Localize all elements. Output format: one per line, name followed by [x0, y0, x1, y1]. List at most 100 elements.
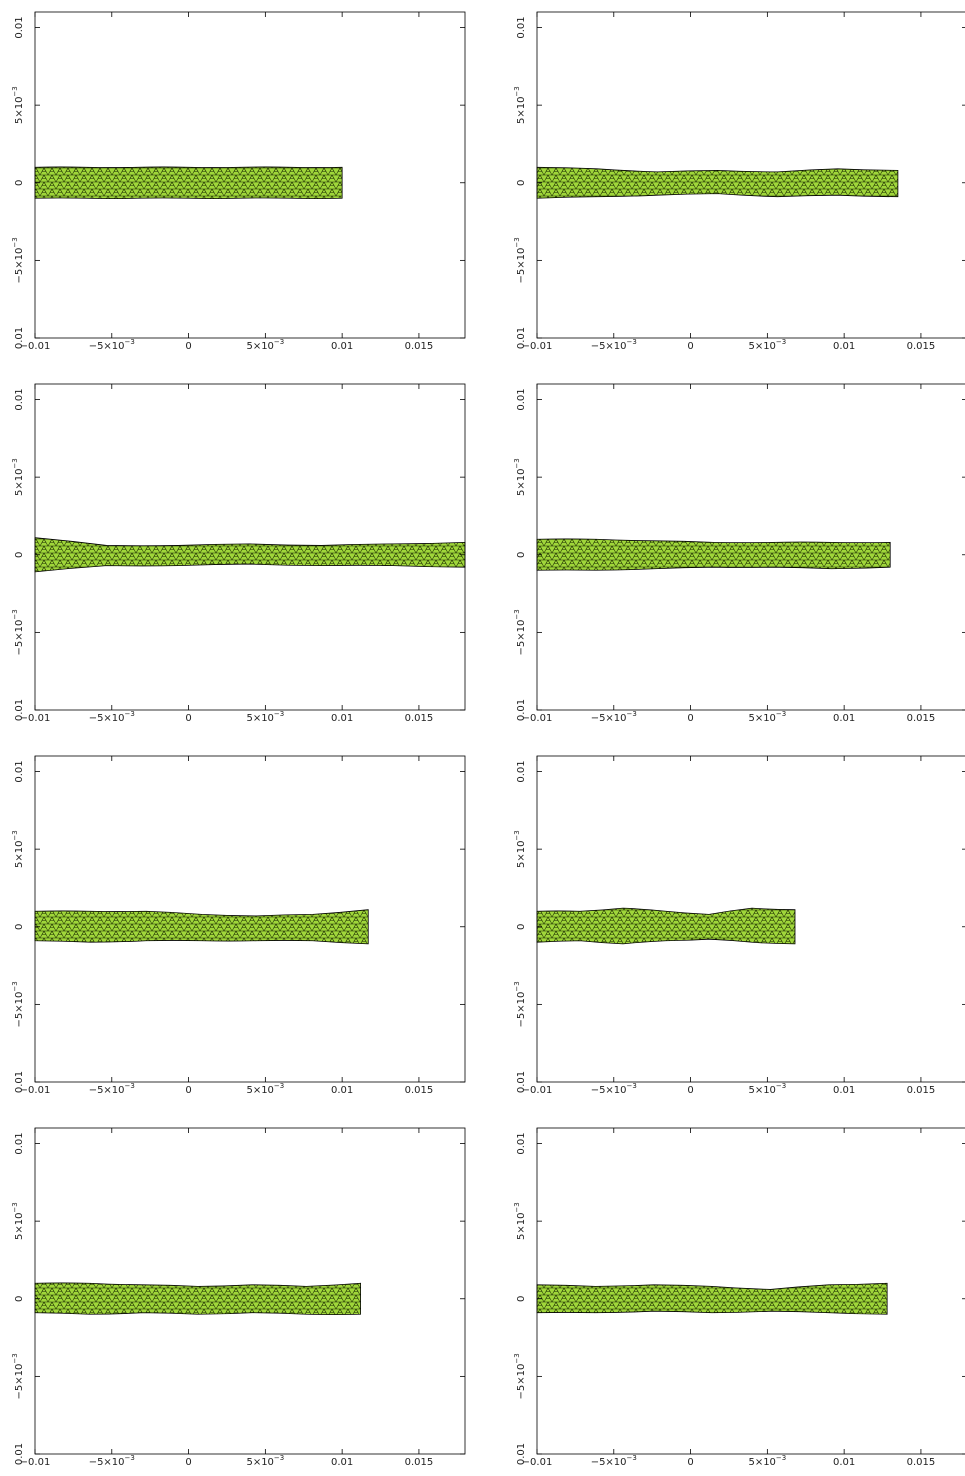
x-tick-label: −5×10−3 — [591, 338, 637, 352]
x-tick-label: 0 — [185, 1457, 191, 1468]
x-tick-label: 0.015 — [405, 1085, 434, 1096]
y-tick-label: 0.01 — [14, 760, 25, 782]
y-tick-label: 0.01 — [14, 388, 25, 410]
mesh-bar — [34, 166, 343, 199]
y-tick-label: 0 — [14, 552, 25, 558]
x-tick-label: 0 — [185, 341, 191, 352]
x-tick-label: 0 — [687, 713, 693, 724]
y-tick-label: 0.01 — [14, 327, 25, 349]
x-tick-label: −0.01 — [522, 341, 553, 352]
x-tick-label: 5×10−3 — [246, 1082, 284, 1096]
x-tick-label: −5×10−3 — [591, 710, 637, 724]
x-tick-label: 0 — [185, 713, 191, 724]
mesh-bar — [34, 537, 466, 573]
x-tick-label: 5×10−3 — [246, 1454, 284, 1468]
x-tick-label: 0.01 — [331, 1457, 353, 1468]
y-tick-label: 5×10−3 — [11, 1202, 25, 1240]
x-tick-label: −0.01 — [20, 1085, 51, 1096]
x-tick-label: 5×10−3 — [246, 710, 284, 724]
x-tick-label: 0 — [687, 341, 693, 352]
y-tick-label: 0 — [516, 924, 527, 930]
x-tick-label: 0.015 — [405, 1457, 434, 1468]
axes-frame — [34, 11, 466, 339]
y-tick-label: 0.01 — [14, 1443, 25, 1465]
y-tick-label: 0.01 — [516, 1132, 527, 1154]
x-tick-label: 0.01 — [833, 1457, 855, 1468]
panel-6: −0.01 −5×10−3 0 5×10−3 0.01 0.015 0.01 5×10−3 0 −… — [513, 755, 965, 1096]
mesh-bar — [536, 1282, 888, 1315]
y-tick-label: 0.01 — [516, 1443, 527, 1465]
y-tick-label: 0 — [14, 1296, 25, 1302]
y-tick-label: 0.01 — [14, 16, 25, 38]
y-tick-label: 5×10−3 — [513, 458, 527, 496]
y-tick-label: −5×10−3 — [513, 609, 527, 655]
mesh-bar — [536, 907, 796, 945]
y-tick-label: 5×10−3 — [11, 86, 25, 124]
y-tick-label: 0.01 — [516, 1071, 527, 1093]
axes-frame — [34, 755, 466, 1083]
y-tick-label: 5×10−3 — [11, 458, 25, 496]
mesh-bar — [34, 1282, 361, 1315]
x-tick-label: 0 — [687, 1457, 693, 1468]
y-tick-label: 0.01 — [14, 1071, 25, 1093]
axes-frame — [536, 11, 965, 339]
y-tick-label: 0 — [516, 552, 527, 558]
x-tick-label: 5×10−3 — [246, 338, 284, 352]
y-tick-label: 0.01 — [14, 1132, 25, 1154]
y-tick-label: 0.01 — [516, 388, 527, 410]
y-tick-label: −5×10−3 — [513, 237, 527, 283]
y-tick-label: 0 — [14, 924, 25, 930]
mesh-bar — [536, 166, 899, 199]
y-tick-label: 5×10−3 — [11, 830, 25, 868]
y-tick-label: 0.01 — [516, 699, 527, 721]
x-tick-label: −5×10−3 — [89, 1082, 135, 1096]
x-tick-label: 5×10−3 — [748, 338, 786, 352]
y-tick-label: −5×10−3 — [11, 609, 25, 655]
x-tick-label: 5×10−3 — [748, 1454, 786, 1468]
x-tick-label: −0.01 — [522, 1085, 553, 1096]
axes-frame — [34, 1127, 466, 1455]
y-tick-label: 0.01 — [516, 16, 527, 38]
panel-5: −0.01 −5×10−3 0 5×10−3 0.01 0.015 0.01 5×10−3 0 −… — [11, 755, 466, 1096]
x-tick-label: −5×10−3 — [591, 1454, 637, 1468]
y-tick-label: −5×10−3 — [11, 981, 25, 1027]
x-tick-label: 0.01 — [833, 1085, 855, 1096]
y-tick-label: −5×10−3 — [11, 237, 25, 283]
x-tick-label: 0.015 — [405, 341, 434, 352]
y-tick-label: 0 — [516, 1296, 527, 1302]
axes-frame — [536, 383, 965, 711]
mesh-bar — [34, 909, 369, 945]
x-tick-label: 0.015 — [907, 713, 936, 724]
x-tick-label: 0.015 — [907, 341, 936, 352]
x-tick-label: 0.015 — [907, 1085, 936, 1096]
axes-frame — [536, 755, 965, 1083]
x-tick-label: 5×10−3 — [748, 710, 786, 724]
axes-frame — [34, 383, 466, 711]
x-tick-label: −5×10−3 — [591, 1082, 637, 1096]
y-tick-label: 5×10−3 — [513, 86, 527, 124]
y-tick-label: 0.01 — [516, 760, 527, 782]
x-tick-label: −0.01 — [20, 713, 51, 724]
x-tick-label: −0.01 — [20, 1457, 51, 1468]
x-tick-label: 0 — [687, 1085, 693, 1096]
y-tick-label: −5×10−3 — [513, 981, 527, 1027]
x-tick-label: 5×10−3 — [748, 1082, 786, 1096]
x-tick-label: 0 — [185, 1085, 191, 1096]
x-tick-label: 0.01 — [833, 341, 855, 352]
x-tick-label: 0.015 — [907, 1457, 936, 1468]
x-tick-label: −0.01 — [522, 1457, 553, 1468]
x-tick-label: 0.01 — [331, 1085, 353, 1096]
x-tick-label: −5×10−3 — [89, 710, 135, 724]
panel-7: −0.01 −5×10−3 0 5×10−3 0.01 0.015 0.01 5×10−3 0 −… — [11, 1127, 466, 1468]
mesh-bar — [536, 538, 891, 571]
x-tick-label: −0.01 — [20, 341, 51, 352]
axes-frame — [536, 1127, 965, 1455]
panel-1: −0.01 −5×10−3 0 5×10−3 0.01 0.015 0.01 5×10−3 0 −… — [11, 11, 466, 352]
y-tick-label: 0.01 — [516, 327, 527, 349]
x-tick-label: 0.01 — [331, 713, 353, 724]
y-tick-label: 5×10−3 — [513, 830, 527, 868]
panel-2: −0.01 −5×10−3 0 5×10−3 0.01 0.015 0.01 5×10−3 0 −… — [513, 11, 965, 352]
y-tick-label: 5×10−3 — [513, 1202, 527, 1240]
y-tick-label: −5×10−3 — [513, 1353, 527, 1399]
